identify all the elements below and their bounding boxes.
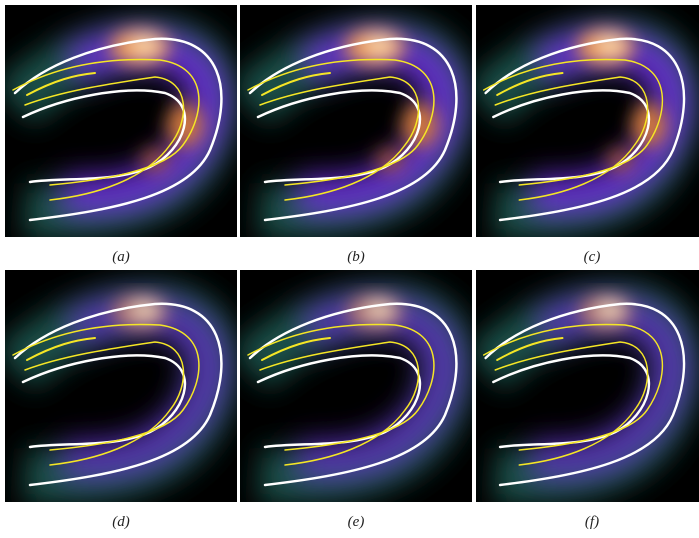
scan-image (240, 270, 472, 502)
panel-caption: (e) (240, 514, 472, 531)
panel-caption: (d) (5, 514, 237, 531)
scan-image (5, 270, 237, 502)
scan-image (5, 5, 237, 237)
panel-caption: (f) (476, 514, 699, 531)
scan-image (476, 5, 699, 237)
panel-caption: (a) (5, 249, 237, 266)
panel-caption: (c) (476, 249, 699, 266)
scan-image (476, 270, 699, 502)
scan-image (240, 5, 472, 237)
figure: (a) (b) (c) (0, 0, 699, 538)
panel-caption: (b) (240, 249, 472, 266)
